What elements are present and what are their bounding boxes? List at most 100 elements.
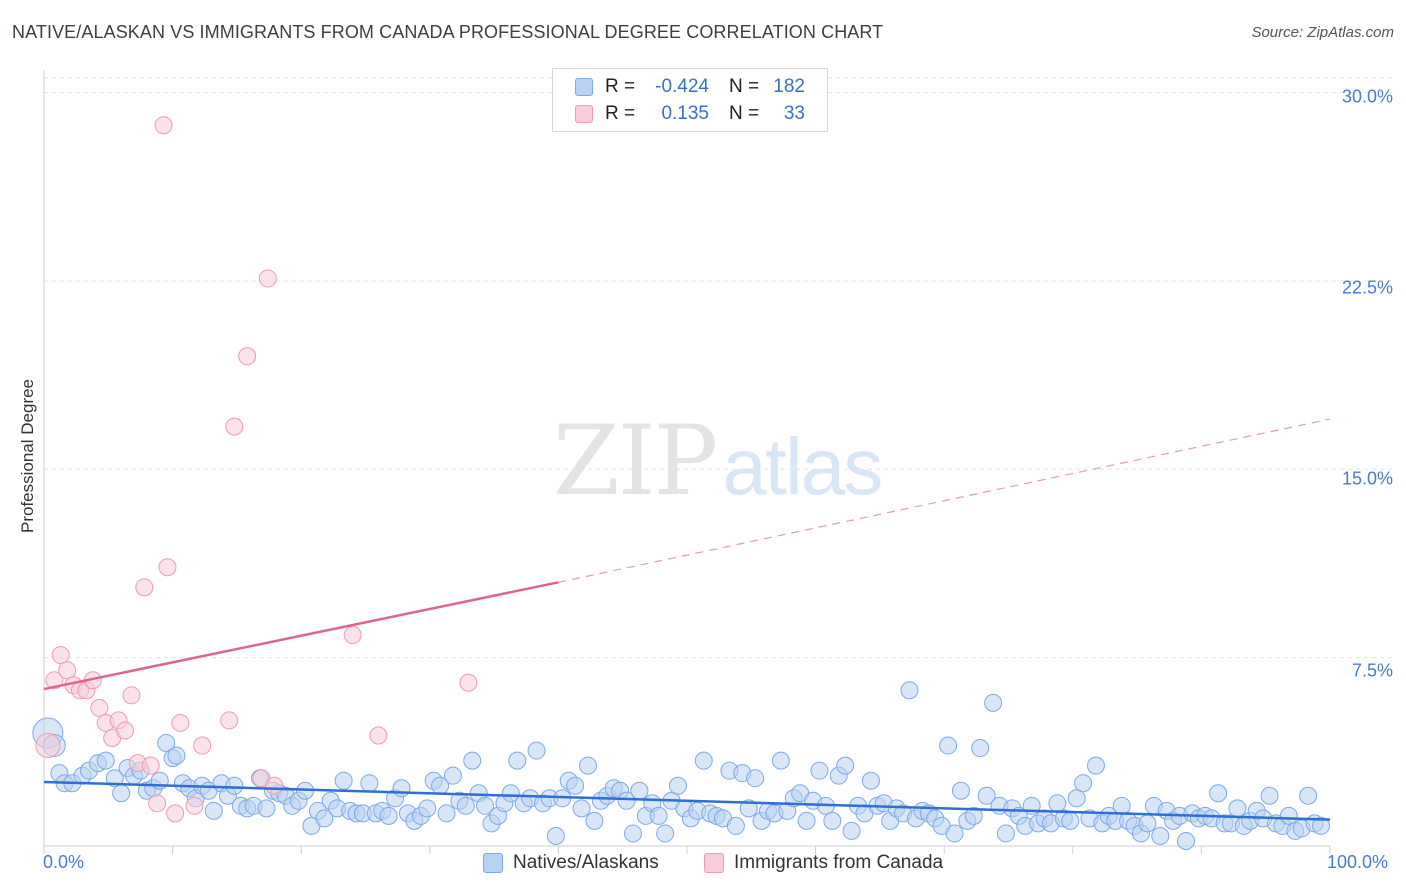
natives-point	[977, 786, 996, 805]
natives-point	[945, 824, 964, 843]
natives-point	[204, 801, 223, 820]
natives-point	[418, 799, 437, 818]
natives-point	[1260, 786, 1279, 805]
legend-n-label: N =	[729, 76, 760, 97]
natives-point	[623, 824, 642, 843]
canada-point	[90, 698, 109, 717]
x-tick-label-100: 100.0%	[1327, 852, 1389, 872]
natives-point	[810, 761, 829, 780]
canada-point	[141, 756, 160, 775]
canada-point	[158, 558, 177, 577]
canada-point	[148, 794, 167, 813]
canada-trend-line	[43, 581, 559, 691]
legend-n-value: 33	[783, 103, 805, 124]
natives-point	[527, 741, 546, 760]
natives-point	[1138, 814, 1157, 833]
natives-point	[1299, 786, 1318, 805]
canada-point	[225, 417, 244, 436]
natives-point	[964, 806, 983, 825]
legend-r-label: R =	[605, 103, 636, 124]
canada-point	[166, 804, 185, 823]
correlation-legend: R = -0.424 N = 182 R = 0.135 N = 33	[552, 68, 828, 132]
canada-point	[154, 116, 173, 135]
natives-point	[836, 756, 855, 775]
natives-point	[739, 799, 758, 818]
natives-point	[842, 821, 861, 840]
natives-point	[797, 811, 816, 830]
natives-point	[157, 734, 176, 753]
legend-r-label: R =	[605, 76, 636, 97]
natives-point	[508, 751, 527, 770]
natives-point	[257, 799, 276, 818]
natives-point	[167, 746, 186, 765]
bottom-legend-swatch-pink	[704, 853, 724, 873]
x-tick-label-0: 0.0%	[43, 852, 85, 872]
natives-point	[1151, 826, 1170, 845]
legend-r-value: -0.424	[655, 76, 709, 97]
natives-point	[463, 751, 482, 770]
natives-point	[1086, 756, 1105, 775]
natives-point	[225, 776, 244, 795]
canada-trend-extension	[558, 418, 1331, 583]
legend-r-value: 0.135	[661, 103, 709, 124]
natives-point	[939, 736, 958, 755]
canada-point	[58, 661, 77, 680]
legend-row-canada: R = 0.135 N = 33	[575, 102, 805, 126]
natives-point	[315, 809, 334, 828]
natives-point	[726, 816, 745, 835]
natives-point	[656, 824, 675, 843]
natives-point	[1048, 794, 1067, 813]
natives-point	[1176, 831, 1195, 850]
natives-point	[1209, 784, 1228, 803]
y-tick-label-7-5: 7.5%	[1351, 660, 1393, 681]
natives-point	[1061, 811, 1080, 830]
natives-point	[456, 796, 475, 815]
legend-swatch-blue	[575, 78, 593, 96]
natives-point	[617, 791, 636, 810]
natives-point	[443, 766, 462, 785]
natives-trend-line	[43, 780, 1331, 821]
canada-point	[265, 776, 284, 795]
natives-point	[112, 784, 131, 803]
natives-point	[984, 693, 1003, 712]
canada-point	[135, 578, 154, 597]
natives-point	[1311, 816, 1330, 835]
natives-point	[649, 806, 668, 825]
canada-point	[220, 711, 239, 730]
natives-point	[1067, 789, 1086, 808]
natives-point	[823, 811, 842, 830]
y-tick-label-15: 15.0%	[1341, 468, 1393, 489]
watermark-atlas: atlas	[722, 422, 883, 511]
natives-point	[578, 756, 597, 775]
legend-n-label: N =	[729, 103, 760, 124]
natives-point	[630, 781, 649, 800]
chart-title: NATIVE/ALASKAN VS IMMIGRANTS FROM CANADA…	[12, 22, 884, 42]
canada-point	[171, 713, 190, 732]
y-axis-label: Professional Degree	[18, 378, 37, 534]
canada-point	[343, 626, 362, 645]
natives-point	[1279, 806, 1298, 825]
natives-point	[900, 681, 919, 700]
natives-point	[546, 826, 565, 845]
natives-point	[566, 776, 585, 795]
canada-point	[238, 347, 257, 366]
y-tick-label-30: 30.0%	[1341, 86, 1393, 107]
canada-point	[369, 726, 388, 745]
source-label: Source: ZipAtlas.com	[1251, 24, 1394, 41]
bottom-legend-canada[interactable]: Immigrants from Canada	[704, 852, 943, 874]
natives-point	[437, 804, 456, 823]
natives-point	[1112, 796, 1131, 815]
natives-point	[1228, 799, 1247, 818]
watermark-zip: ZIP	[553, 405, 718, 517]
natives-point	[694, 751, 713, 770]
canada-point	[116, 721, 135, 740]
natives-point	[1074, 774, 1093, 793]
natives-point	[971, 739, 990, 758]
bottom-legend-label: Immigrants from Canada	[734, 852, 944, 873]
natives-point	[996, 824, 1015, 843]
canada-point	[51, 646, 70, 665]
canada-point	[35, 733, 61, 759]
bottom-legend-natives[interactable]: Natives/Alaskans	[483, 852, 659, 874]
canada-point	[122, 686, 141, 705]
natives-point	[334, 771, 353, 790]
